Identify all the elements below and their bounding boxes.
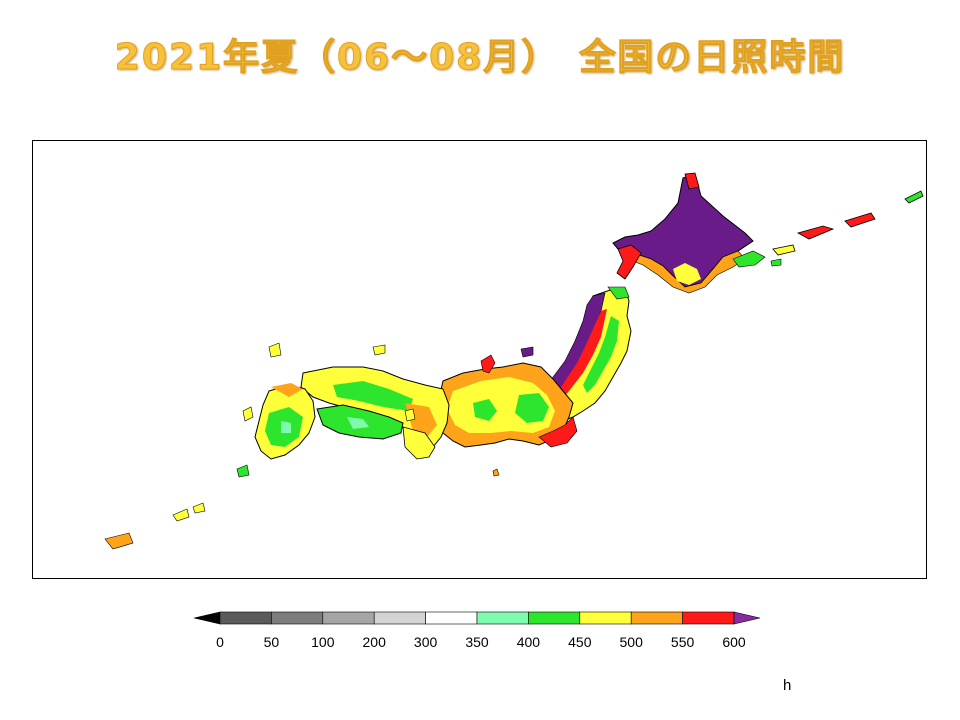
legend-tick-label: 50: [263, 634, 280, 650]
legend-tick-label: 600: [722, 634, 746, 650]
legend-swatch: [322, 611, 375, 625]
yakushima: [236, 464, 250, 478]
kuril-island-3: [844, 212, 876, 228]
hokkaido-east-green: [732, 250, 766, 268]
chubu-green-2: [473, 399, 497, 421]
kyushu-north-orange: [271, 383, 303, 397]
goto-islands: [242, 406, 254, 422]
shikoku-region: [316, 404, 416, 440]
awaji-island: [404, 408, 416, 422]
tsushima: [268, 342, 282, 358]
hokkaido-southwest: [616, 244, 642, 280]
legend-swatch: [271, 611, 324, 625]
shikoku-light: [347, 417, 369, 429]
legend-tick-label: 550: [670, 634, 695, 650]
chugoku-green: [333, 381, 413, 411]
legend-tick-label: 400: [516, 634, 541, 650]
map-frame: [32, 140, 927, 579]
legend-swatch: [528, 611, 581, 625]
hokkaido-yellow-core: [673, 263, 701, 285]
chubu-kanto-region: [436, 346, 578, 448]
izu-boso-red: [538, 416, 578, 448]
kuril-island-5: [770, 258, 782, 267]
legend-above-arrow: [733, 611, 761, 625]
okinawa: [172, 508, 190, 522]
legend-unit: h: [783, 677, 792, 694]
tohoku-region: [540, 286, 632, 422]
legend-swatch: [682, 611, 735, 625]
legend-tick-label: 200: [362, 634, 386, 650]
oki-islands: [372, 344, 386, 356]
nansei-islands: [104, 464, 500, 550]
tohoku-north-tip: [607, 286, 630, 300]
legend-swatch: [425, 611, 478, 625]
japan-sunshine-map: [104, 172, 924, 550]
legend-below-arrow: [193, 611, 221, 625]
kuril-island-1: [772, 244, 796, 256]
hokkaido-region: [612, 172, 766, 294]
legend-tick-label: 500: [619, 634, 643, 650]
sado-island: [520, 346, 534, 358]
hokkaido-north-tip: [684, 172, 700, 190]
figure-title: 2021年夏（06～08月） 全国の日照時間: [114, 37, 846, 79]
legend-swatch: [579, 611, 632, 625]
noto-peninsula: [480, 354, 496, 374]
legend-colorbar: [193, 611, 761, 625]
kuril-islands: [770, 190, 924, 267]
kyushu-light: [281, 421, 291, 433]
legend-tick-label: 350: [465, 634, 489, 650]
legend-tick-label: 450: [568, 634, 592, 650]
legend-swatch: [476, 611, 529, 625]
tohoku-green-spine: [583, 316, 619, 393]
legend-swatch: [630, 611, 683, 625]
tohoku-red-band: [553, 309, 607, 403]
legend-tick-label: 300: [413, 634, 438, 650]
legend-swatch: [219, 611, 272, 625]
kyushu-region: [242, 342, 386, 460]
legend-tick-label: 100: [311, 634, 335, 650]
amami: [192, 502, 206, 514]
izu-islands: [492, 468, 500, 477]
legend-tick-label: 0: [216, 634, 224, 650]
kii-peninsula: [402, 426, 436, 460]
hokkaido-south-band: [616, 248, 746, 294]
yaeyama: [104, 532, 134, 550]
kuril-island-4: [904, 190, 924, 204]
chubu-green: [515, 393, 549, 423]
legend-swatch: [373, 611, 426, 625]
kuril-island-2: [796, 225, 835, 240]
